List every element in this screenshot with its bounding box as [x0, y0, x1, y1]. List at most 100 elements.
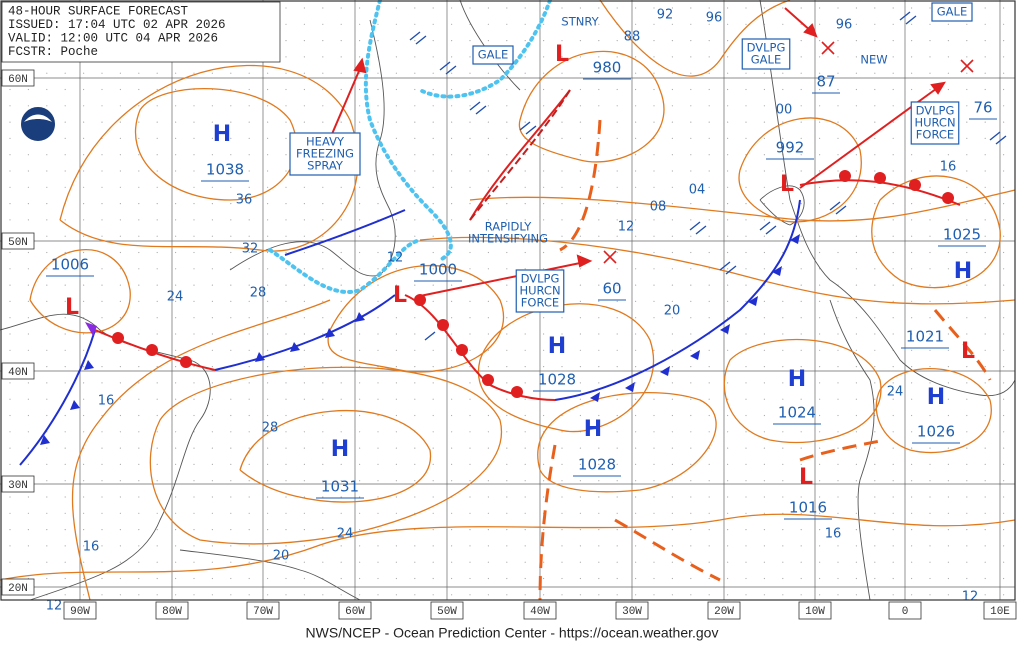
grid-dot: [9, 251, 11, 254]
grid-dot: [892, 463, 894, 465]
grid-dot: [27, 382, 29, 384]
grid-dot: [819, 577, 821, 580]
grid-dot: [267, 105, 269, 107]
grid-dot: [193, 398, 195, 400]
grid-dot: [874, 529, 876, 531]
grid-dot: [800, 203, 802, 205]
grid-dot: [211, 203, 213, 205]
grid-dot: [303, 447, 305, 449]
grid-dot: [487, 268, 489, 270]
grid-dot: [193, 333, 195, 335]
grid-dot: [782, 88, 784, 91]
isobar-label: 08: [650, 200, 667, 215]
grid-dot: [248, 137, 250, 139]
grid-dot: [598, 431, 600, 433]
grid-dot: [708, 40, 710, 42]
grid-dot: [984, 414, 986, 417]
grid-dot: [690, 235, 692, 237]
grid-dot: [1003, 7, 1005, 9]
low-symbol: L: [799, 465, 813, 490]
grid-dot: [892, 268, 894, 270]
grid-dot: [469, 529, 471, 531]
grid-dot: [671, 414, 674, 417]
grid-dot: [911, 219, 913, 221]
grid-dot: [763, 72, 766, 74]
grid-dot: [451, 561, 453, 563]
grid-dot: [543, 235, 545, 237]
grid-dot: [671, 154, 674, 156]
grid-dot: [414, 72, 416, 74]
grid-dot: [322, 398, 324, 400]
latitude-label: 50N: [8, 237, 28, 249]
grid-dot: [64, 268, 66, 270]
grid-dot: [1003, 40, 1005, 42]
grid-dot: [947, 300, 950, 302]
grid-dot: [487, 219, 489, 221]
grid-dot: [432, 88, 434, 91]
grid-dot: [248, 251, 250, 254]
grid-dot: [230, 72, 232, 74]
grid-dot: [929, 398, 931, 400]
grid-dot: [616, 186, 618, 188]
grid-dot: [101, 463, 103, 465]
grid-dot: [359, 105, 361, 107]
grid-dot: [635, 284, 637, 286]
grid-dot: [451, 7, 453, 9]
grid-dot: [543, 561, 545, 563]
grid-dot: [561, 594, 563, 596]
grid-dot: [9, 105, 11, 107]
grid-dot: [800, 121, 802, 123]
grid-dot: [911, 268, 913, 270]
grid-dot: [487, 186, 489, 188]
grid-dot: [9, 268, 11, 270]
low-symbol: L: [961, 339, 975, 364]
grid-dot: [763, 480, 766, 482]
grid-dot: [414, 463, 416, 465]
grid-dot: [947, 545, 950, 547]
grid-dot: [911, 594, 913, 596]
grid-dot: [230, 137, 232, 139]
grid-dot: [64, 154, 66, 156]
grid-dot: [377, 284, 379, 286]
grid-dot: [984, 398, 986, 400]
grid-dot: [690, 545, 692, 547]
grid-dot: [285, 251, 287, 254]
grid-dot: [671, 105, 674, 107]
grid-dot: [598, 545, 600, 547]
grid-dot: [322, 512, 324, 514]
grid-dot: [947, 398, 950, 400]
grid-dot: [506, 88, 508, 91]
grid-dot: [561, 105, 563, 107]
isobar-label: 88: [624, 30, 641, 45]
graticule: [0, 0, 1015, 600]
grid-dot: [432, 529, 434, 531]
grid-dot: [966, 219, 968, 221]
grid-dot: [175, 88, 177, 91]
grid-dot: [1003, 268, 1005, 270]
grid-dot: [855, 414, 858, 417]
grid-dot: [248, 170, 250, 172]
grid-dot: [248, 268, 250, 270]
grid-dot: [175, 137, 177, 139]
grid-dot: [211, 463, 213, 465]
grid-dot: [469, 40, 471, 42]
grid-dot: [377, 203, 379, 205]
grid-dot: [9, 317, 11, 319]
grid-dot: [727, 463, 729, 465]
grid-dot: [285, 431, 287, 433]
grid-dot: [543, 333, 545, 335]
grid-dot: [285, 203, 287, 205]
grid-dot: [708, 545, 710, 547]
grid-dot: [303, 545, 305, 547]
grid-dot: [635, 40, 637, 42]
grid-dot: [543, 186, 545, 188]
grid-dot: [837, 137, 839, 139]
grid-dot: [690, 529, 692, 531]
grid-dot: [83, 72, 85, 74]
grid-dot: [800, 512, 802, 514]
grid-dot: [267, 186, 269, 188]
grid-dot: [524, 480, 526, 482]
grid-dot: [892, 7, 894, 9]
grid-dot: [947, 382, 950, 384]
grid-dot: [377, 447, 379, 449]
